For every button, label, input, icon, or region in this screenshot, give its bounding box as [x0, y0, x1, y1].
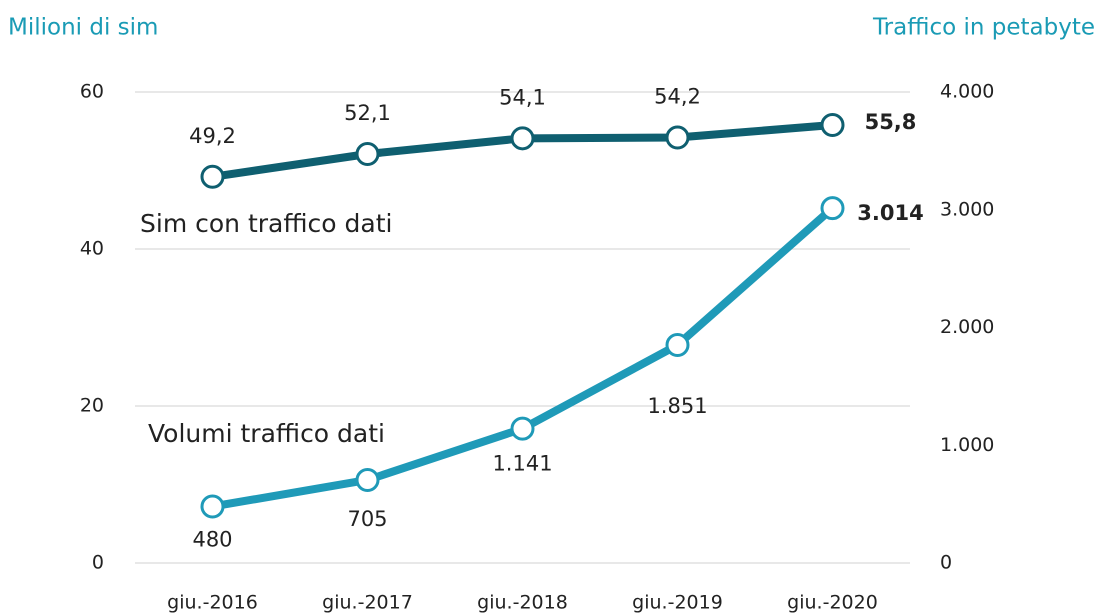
- point: [510, 126, 535, 151]
- point: [355, 467, 380, 492]
- value-label: 55,8: [865, 110, 917, 134]
- y2-tick-label: 2.000: [940, 316, 994, 338]
- y2-tick-label: 0: [940, 552, 952, 574]
- x-tick-label: giu.-2018: [477, 592, 568, 614]
- y-tick-label: 0: [92, 552, 104, 574]
- point: [510, 416, 535, 441]
- value-label: 52,1: [344, 101, 391, 125]
- y-axis-title: Milioni di sim: [8, 15, 158, 41]
- y2-tick-label: 4.000: [940, 81, 994, 103]
- value-label: 49,2: [189, 124, 236, 148]
- point: [820, 112, 845, 137]
- y2-axis-title: Traffico in petabyte: [872, 15, 1095, 41]
- value-label: 54,1: [499, 85, 546, 109]
- y-tick-label: 40: [80, 238, 104, 260]
- y-tick-label: 20: [80, 395, 104, 417]
- x-tick-label: giu.-2017: [322, 592, 413, 614]
- point: [200, 494, 225, 519]
- series-label: Volumi traffico dati: [148, 419, 385, 448]
- y-tick-label: 60: [80, 81, 104, 103]
- point: [665, 333, 690, 358]
- y2-tick-label: 3.000: [940, 198, 994, 220]
- x-tick-label: giu.-2016: [167, 592, 258, 614]
- x-tick-label: giu.-2019: [632, 592, 723, 614]
- point: [355, 142, 380, 167]
- value-label: 54,2: [654, 85, 701, 109]
- value-label: 3.014: [857, 201, 923, 225]
- y2-tick-label: 1.000: [940, 434, 994, 456]
- value-label: 480: [192, 527, 232, 551]
- point: [665, 125, 690, 150]
- point: [200, 164, 225, 189]
- value-label: 1.851: [647, 394, 707, 418]
- x-tick-label: giu.-2020: [787, 592, 878, 614]
- value-label: 705: [347, 507, 387, 531]
- point: [820, 196, 845, 221]
- value-label: 1.141: [492, 452, 552, 476]
- series-label: Sim con traffico dati: [140, 209, 392, 238]
